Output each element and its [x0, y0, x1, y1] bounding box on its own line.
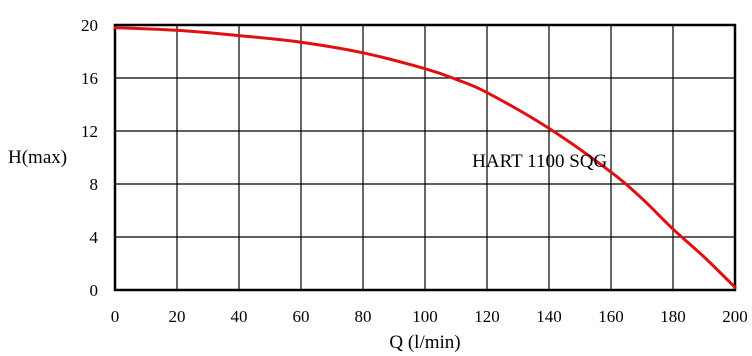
x-tick-label: 120: [474, 307, 500, 326]
annotations: HART 1100 SQG: [472, 151, 607, 172]
x-tick-label: 20: [169, 307, 186, 326]
x-tick-label: 100: [412, 307, 438, 326]
plot-frame: [113, 23, 737, 292]
x-tick-label: 60: [293, 307, 310, 326]
y-tick-label: 8: [90, 175, 99, 194]
x-tick-label: 200: [722, 307, 748, 326]
tick-labels: 0 20 40 60 80 100 120 140 160 180 200 0 4 8 12 16 20: [81, 16, 748, 326]
series-layer: [113, 26, 737, 289]
x-tick-label: 40: [231, 307, 248, 326]
y-tick-label: 12: [81, 122, 98, 141]
x-tick-label: 80: [355, 307, 372, 326]
x-axis-label: Q (l/min): [389, 332, 460, 353]
x-tick-label: 180: [660, 307, 686, 326]
grid-lines: [115, 25, 735, 290]
x-tick-label: 160: [598, 307, 624, 326]
y-tick-label: 0: [90, 281, 99, 300]
y-axis-label: H(max): [8, 147, 67, 168]
series-line: [113, 26, 737, 289]
y-tick-label: 16: [81, 69, 98, 88]
series-annotation: HART 1100 SQG: [472, 151, 607, 172]
x-tick-label: 0: [111, 307, 120, 326]
y-tick-label: 4: [90, 228, 99, 247]
y-tick-label: 20: [81, 16, 98, 35]
x-tick-label: 140: [536, 307, 562, 326]
